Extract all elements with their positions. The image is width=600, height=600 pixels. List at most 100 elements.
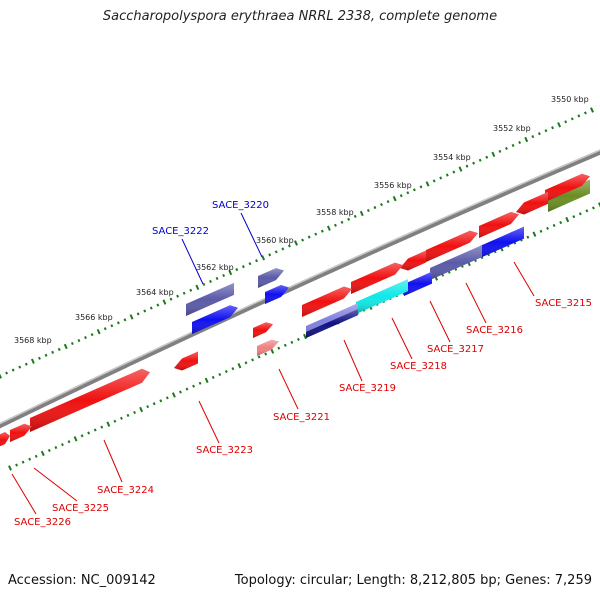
gene-label-sace_3218[interactable]: SACE_3218	[390, 361, 447, 372]
scale-tick	[40, 450, 45, 457]
scale-tick	[0, 373, 2, 379]
gene-feature-slate[interactable]	[430, 245, 482, 280]
gene-label-sace_3224[interactable]: SACE_3224	[97, 485, 154, 496]
gene-feature-olive[interactable]	[548, 179, 590, 212]
scale-tick	[57, 347, 61, 351]
scale-tick	[248, 262, 252, 266]
gene-feature-blue[interactable]	[404, 271, 432, 296]
gene-feature-blue[interactable]	[265, 284, 289, 304]
gene-feature-red[interactable]	[253, 322, 273, 338]
scale-tick-label: 3556 kbp	[374, 181, 412, 190]
scale-tick	[231, 367, 235, 371]
scale-tick	[218, 372, 222, 377]
scale-tick	[103, 327, 107, 331]
gene-features[interactable]	[0, 173, 590, 448]
gene-feature-red[interactable]	[351, 262, 403, 294]
gene-feature-red[interactable]	[30, 368, 150, 432]
scale-tick	[340, 220, 344, 224]
scale-tick	[251, 358, 254, 362]
scale-tick	[84, 336, 87, 340]
gene-label-sace_3226[interactable]: SACE_3226	[14, 517, 71, 528]
gene-feature-red[interactable]	[545, 173, 590, 202]
gene-feature-red[interactable]	[302, 286, 352, 317]
genome-backbone	[0, 149, 600, 429]
gene-label-sace_3216[interactable]: SACE_3216	[466, 325, 523, 336]
scale-tick	[386, 200, 390, 204]
gene-label-sace_3225[interactable]: SACE_3225	[52, 503, 109, 514]
scale-tick	[577, 114, 581, 118]
gene-feature-red[interactable]	[174, 351, 198, 371]
gene-label-sace_3220[interactable]: SACE_3220	[212, 200, 269, 211]
scale-tick	[281, 247, 285, 251]
gene-arrow-shading	[265, 284, 289, 304]
scale-tick-label: 3568 kbp	[14, 336, 52, 345]
scale-tick	[90, 333, 94, 337]
scale-tick	[96, 328, 101, 335]
gene-feature-red[interactable]	[400, 250, 426, 271]
scale-tick	[162, 299, 167, 305]
gene-feature-red[interactable]	[426, 230, 478, 262]
gene-arrow-shading	[30, 368, 150, 432]
scale-tick	[133, 410, 136, 415]
scale-tick	[179, 390, 182, 394]
gene-feature-slate[interactable]	[258, 268, 284, 288]
scale-tick-label: 3550 kbp	[551, 95, 589, 104]
scale-tick	[11, 368, 15, 372]
gene-feature-navy[interactable]	[306, 309, 358, 338]
scale-tick	[353, 214, 357, 218]
scale-tick	[268, 253, 272, 257]
label-leader-line	[103, 439, 123, 483]
scale-tick	[511, 143, 515, 148]
scale-tick	[557, 122, 562, 128]
gene-feature-slate[interactable]	[186, 282, 234, 316]
scale-tick	[34, 454, 38, 458]
gene-arrow-shading	[480, 226, 524, 258]
scale-tick	[80, 434, 84, 438]
scale-tick	[15, 463, 18, 467]
label-leader-line	[391, 317, 413, 360]
scale-tick	[425, 181, 430, 187]
gene-feature-red[interactable]	[0, 431, 10, 448]
scale-tick	[287, 244, 291, 248]
scale-tick	[445, 173, 449, 177]
scale-tick-label: 3558 kbp	[316, 208, 354, 217]
scale-tick	[326, 225, 331, 231]
gene-feature-cyan[interactable]	[356, 279, 408, 314]
gene-label-sace_3217[interactable]: SACE_3217	[427, 344, 484, 355]
map-title: Saccharopolyspora erythraea NRRL 2338, c…	[102, 9, 498, 24]
gene-arrow-shading	[545, 173, 590, 202]
gene-feature-blue[interactable]	[192, 305, 238, 334]
scale-tick	[531, 135, 535, 139]
scale-tick	[5, 371, 9, 375]
gene-feature-red[interactable]	[516, 191, 548, 215]
scale-tick	[334, 223, 337, 227]
scale-tick	[439, 176, 443, 180]
scale-tick	[320, 229, 324, 233]
scale-tick	[585, 209, 589, 213]
scale-tick	[294, 240, 298, 246]
scale-tick	[222, 273, 226, 278]
gene-arrow-shading	[351, 262, 403, 294]
scale-tick	[505, 146, 508, 150]
gene-feature-red[interactable]	[479, 211, 519, 238]
gene-label-sace_3221[interactable]: SACE_3221	[273, 412, 330, 423]
scale-tick	[255, 259, 258, 263]
scale-tick	[314, 232, 318, 236]
gene-arrow-shading	[10, 423, 32, 442]
gene-feature-pink[interactable]	[257, 339, 279, 356]
gene-label-sace_3223[interactable]: SACE_3223	[196, 445, 253, 456]
scale-tick	[537, 132, 541, 136]
scale-tick	[578, 212, 582, 216]
gene-feature-blue[interactable]	[480, 226, 524, 258]
scale-tick	[366, 208, 370, 213]
gene-label-sace_3222[interactable]: SACE_3222	[152, 226, 209, 237]
gene-label-sace_3215[interactable]: SACE_3215	[535, 298, 592, 309]
scale-tick	[120, 416, 123, 420]
scale-tick	[270, 348, 275, 354]
gene-arrow-shading	[174, 351, 198, 371]
gene-label-sace_3219[interactable]: SACE_3219	[339, 383, 396, 394]
gene-arrow-shading	[356, 279, 408, 314]
scale-tick	[380, 203, 383, 207]
gene-feature-red[interactable]	[10, 423, 32, 442]
